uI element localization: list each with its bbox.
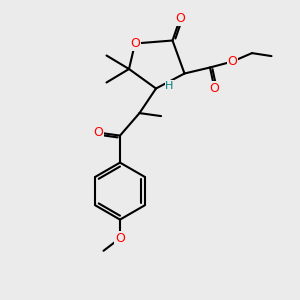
- Text: O: O: [130, 37, 140, 50]
- Text: H: H: [165, 80, 174, 91]
- Text: O: O: [94, 126, 103, 139]
- Text: O: O: [175, 12, 185, 26]
- Text: O: O: [228, 55, 237, 68]
- Text: O: O: [115, 232, 125, 245]
- Text: O: O: [210, 82, 219, 95]
